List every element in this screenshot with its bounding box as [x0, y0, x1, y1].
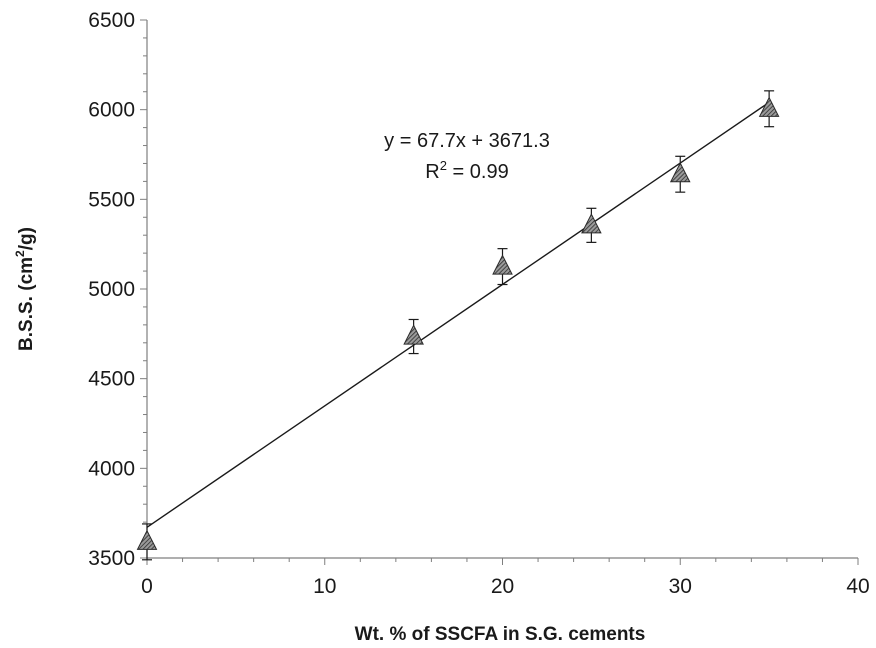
- data-points: [136, 90, 780, 561]
- data-point-triangle: [581, 213, 602, 234]
- data-point-triangle: [492, 254, 513, 275]
- x-tick-label: 30: [669, 575, 692, 598]
- trendline-layer: [146, 101, 770, 528]
- r-squared-annotation: R2 = 0.99: [425, 158, 508, 183]
- linear-trendline: [146, 101, 770, 528]
- data-point-triangle: [403, 324, 424, 345]
- y-tick-label: 5000: [88, 278, 135, 301]
- x-tick-label: 0: [141, 575, 153, 598]
- data-point-triangle: [758, 96, 780, 117]
- y-axis-title: B.S.S. (cm2/g): [13, 227, 37, 351]
- r2-superscript: 2: [440, 158, 447, 173]
- x-tick-label: 40: [846, 575, 869, 598]
- y-tick-label: 4500: [88, 368, 135, 391]
- axes: [146, 20, 858, 559]
- x-tick-label: 10: [313, 575, 336, 598]
- r2-prefix: R: [425, 161, 439, 183]
- r2-value: = 0.99: [447, 161, 509, 183]
- x-tick-label: 20: [491, 575, 514, 598]
- y-tick-label: 6500: [88, 9, 135, 32]
- y-tick-label: 4000: [88, 457, 135, 480]
- y-axis-title-main: B.S.S. (cm: [16, 257, 37, 351]
- ticks: 3500 4000 4500 5000 5500 6000 6500 0 10 20 30 40: [88, 9, 869, 598]
- x-axis-title: Wt. % of SSCFA in S.G. cements: [355, 624, 646, 645]
- equation-annotation: y = 67.7x + 3671.3: [384, 130, 550, 152]
- y-tick-label: 3500: [88, 547, 135, 570]
- data-point-triangle: [136, 529, 158, 550]
- y-axis-title-superscript: 2: [13, 250, 27, 257]
- y-tick-label: 5500: [88, 188, 135, 211]
- y-tick-label: 6000: [88, 99, 135, 122]
- data-point-triangle: [669, 161, 691, 183]
- y-axis-title-unit: /g): [16, 227, 37, 250]
